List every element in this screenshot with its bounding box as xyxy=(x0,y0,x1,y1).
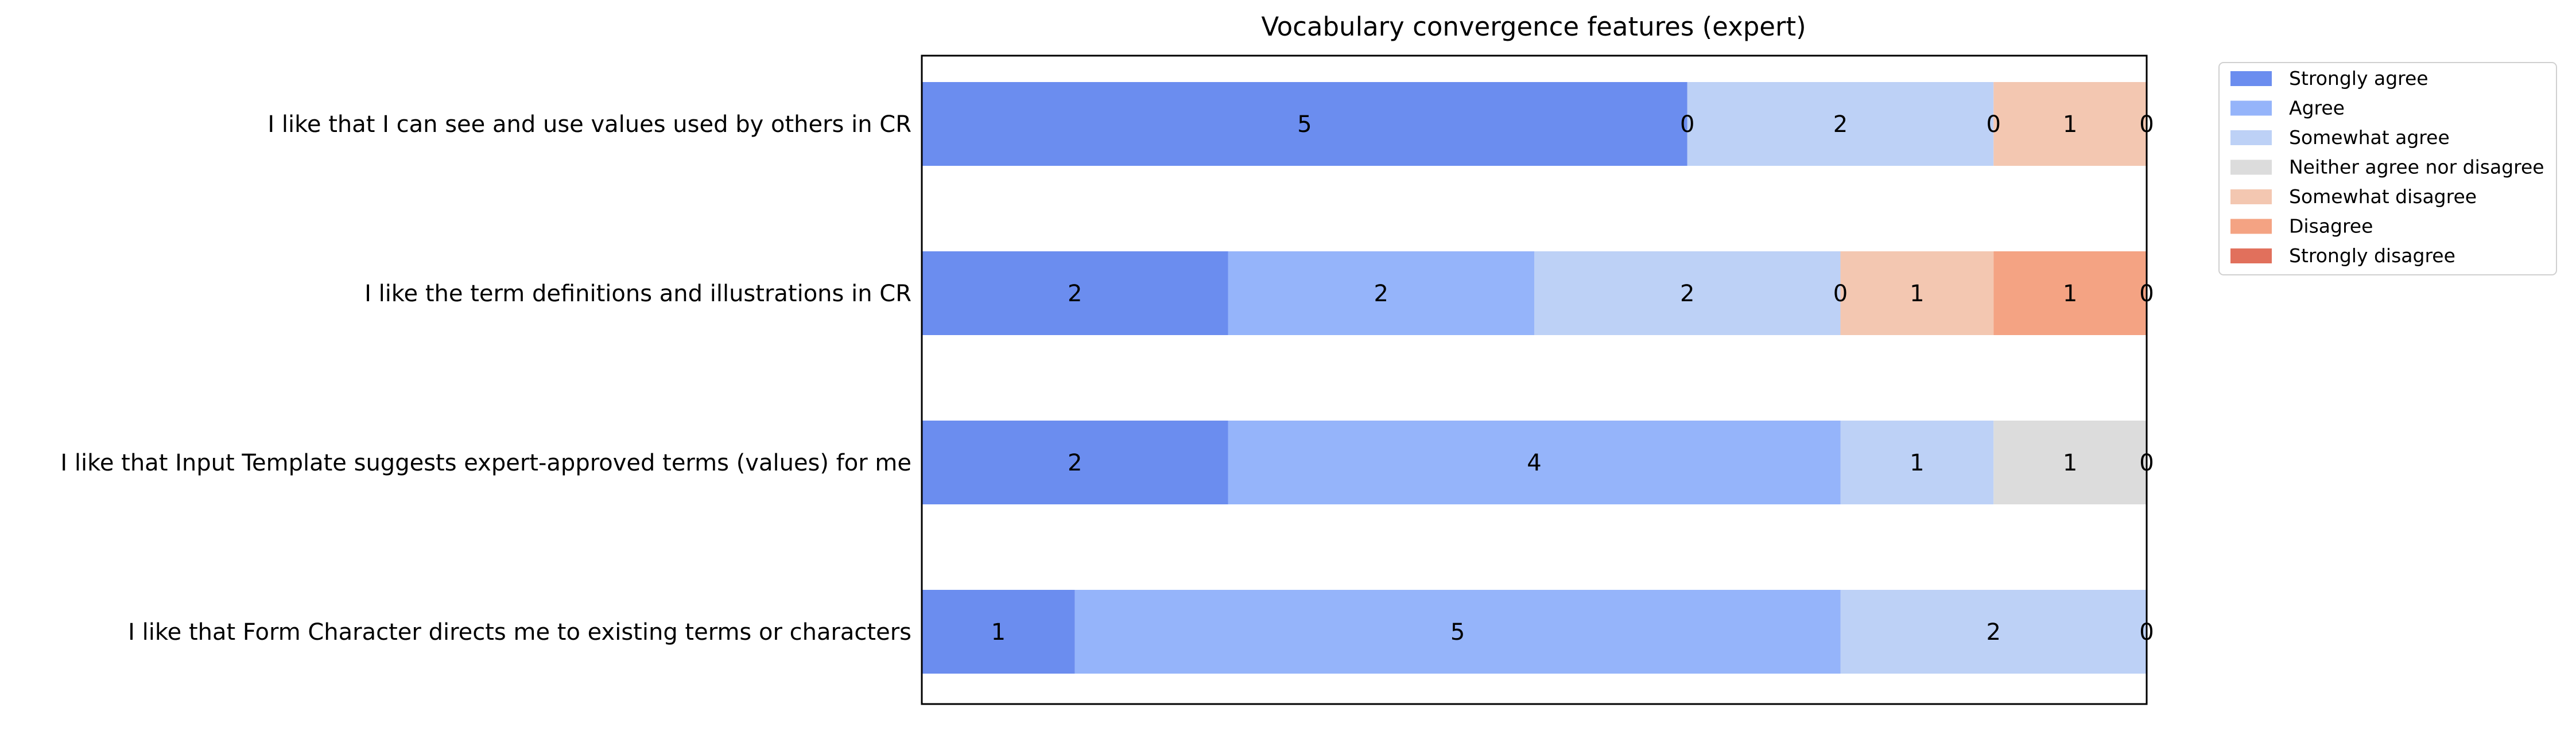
data-labels-layer: 5 0 2 0 1 02 2 2 0 1 1 02 4 1 1 01 5 2 0 xyxy=(991,111,2154,646)
legend: Strongly agree Agree Somewhat agree Neither… xyxy=(2218,62,2557,275)
data-label: 0 xyxy=(1680,111,1694,138)
legend-swatch xyxy=(2230,160,2272,175)
y-tick-label: I like the term definitions and illustra… xyxy=(364,281,911,307)
bar-segment xyxy=(1840,251,1994,335)
data-label: 2 xyxy=(1374,281,1388,307)
data-label: 1 xyxy=(1910,450,1924,476)
bar-segment xyxy=(922,251,1228,335)
y-axis-tick-labels: I like that I can see and use values use… xyxy=(60,111,911,646)
y-tick-label: I like that I can see and use values use… xyxy=(267,111,911,138)
data-label: 1 xyxy=(991,619,1006,646)
bar-segment xyxy=(1993,421,2147,504)
legend-swatch xyxy=(2230,248,2272,263)
legend-label: Strongly disagree xyxy=(2289,244,2455,267)
bar-segment xyxy=(1534,251,1841,335)
data-label: 1 xyxy=(2063,281,2077,307)
bar-segment xyxy=(1074,590,1841,674)
legend-swatch xyxy=(2230,71,2272,86)
plot-frame xyxy=(921,55,2148,705)
bar-segment xyxy=(1993,82,2147,166)
data-label: 2 xyxy=(1068,281,1082,307)
data-label: 2 xyxy=(1068,450,1082,476)
data-label: 5 xyxy=(1450,619,1465,646)
data-label: 0 xyxy=(1833,281,1848,307)
bar-segment xyxy=(1228,421,1841,504)
legend-label: Somewhat disagree xyxy=(2289,185,2477,208)
data-label: 1 xyxy=(2063,111,2077,138)
bar-segment xyxy=(1228,251,1534,335)
y-tick-label: I like that Form Character directs me to… xyxy=(128,619,911,646)
legend-label: Somewhat agree xyxy=(2289,126,2450,149)
legend-label: Strongly agree xyxy=(2289,67,2428,90)
legend-swatch xyxy=(2230,100,2272,116)
legend-swatch xyxy=(2230,189,2272,204)
data-label: 0 xyxy=(1987,111,2001,138)
bar-segment xyxy=(922,421,1228,504)
data-label: 1 xyxy=(1910,281,1924,307)
bar-segment xyxy=(1993,251,2147,335)
data-label: 2 xyxy=(1833,111,1848,138)
data-label: 2 xyxy=(1680,281,1694,307)
legend-label: Disagree xyxy=(2289,215,2373,238)
legend-swatch xyxy=(2230,219,2272,234)
data-label: 4 xyxy=(1527,450,1541,476)
bar-segment xyxy=(922,82,1687,166)
chart-title: Vocabulary convergence features (expert) xyxy=(1261,11,1806,42)
legend-label: Agree xyxy=(2289,97,2345,119)
legend-swatch xyxy=(2230,130,2272,145)
bars-layer xyxy=(922,82,2147,674)
data-label: 5 xyxy=(1297,111,1312,138)
bar-segment xyxy=(1840,590,2147,674)
legend-label: Neither agree nor disagree xyxy=(2289,156,2544,178)
bar-segment xyxy=(1687,82,1994,166)
data-label: 1 xyxy=(2063,450,2077,476)
data-label: 2 xyxy=(1987,619,2001,646)
y-tick-label: I like that Input Template suggests expe… xyxy=(60,450,911,476)
bar-segment xyxy=(1840,421,1994,504)
bar-segment xyxy=(922,590,1075,674)
legend-box xyxy=(2218,62,2557,275)
